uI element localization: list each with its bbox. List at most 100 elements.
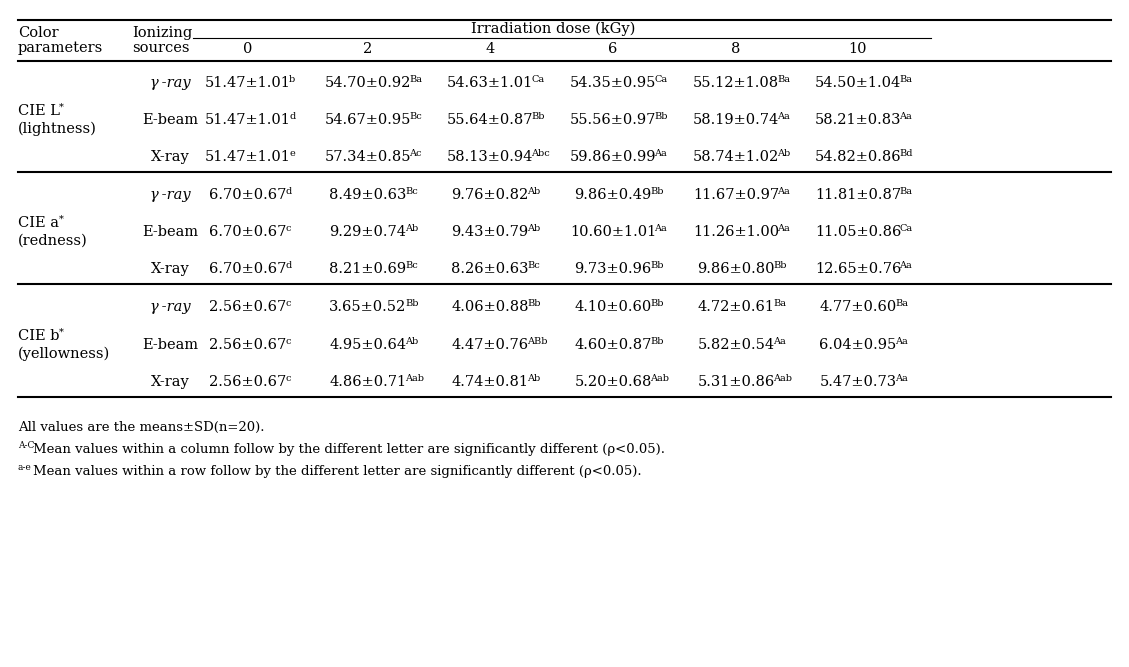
Text: 8.49±0.63: 8.49±0.63 [330,188,406,202]
Text: a-e: a-e [18,462,32,472]
Text: Ca: Ca [531,75,544,84]
Text: *: * [59,327,64,336]
Text: X-ray: X-ray [150,262,190,276]
Text: 9.29±0.74: 9.29±0.74 [330,225,406,239]
Text: Abc: Abc [531,149,550,158]
Text: Aab: Aab [773,374,793,383]
Text: 2.56±0.67: 2.56±0.67 [209,375,287,389]
Text: Ba: Ba [409,75,422,84]
Text: Aa: Aa [895,374,908,383]
Text: (yellowness): (yellowness) [18,346,111,361]
Text: E-beam: E-beam [142,113,198,127]
Text: 11.67±0.97: 11.67±0.97 [693,188,779,202]
Text: 58.74±1.02: 58.74±1.02 [693,150,779,164]
Text: 11.26±1.00: 11.26±1.00 [693,225,779,239]
Text: 54.82±0.86: 54.82±0.86 [815,150,901,164]
Text: Aab: Aab [650,374,669,383]
Text: 58.19±0.74: 58.19±0.74 [693,113,779,127]
Text: c: c [286,224,290,233]
Text: 5.82±0.54: 5.82±0.54 [698,338,774,352]
Text: 2.56±0.67: 2.56±0.67 [209,338,287,352]
Text: 51.47±1.01: 51.47±1.01 [205,150,291,164]
Text: 11.81±0.87: 11.81±0.87 [815,188,901,202]
Text: 55.12±1.08: 55.12±1.08 [693,76,779,90]
Text: 6.70±0.67: 6.70±0.67 [209,262,287,276]
Text: Bc: Bc [527,261,540,270]
Text: 55.56±0.97: 55.56±0.97 [570,113,656,127]
Text: Ba: Ba [899,75,912,84]
Text: 4: 4 [485,42,495,56]
Text: Ba: Ba [899,187,912,196]
Text: Ba: Ba [895,299,908,308]
Text: 4.06±0.88: 4.06±0.88 [452,300,528,314]
Text: 51.47±1.01: 51.47±1.01 [205,113,291,127]
Text: 58.13±0.94: 58.13±0.94 [447,150,533,164]
Text: 4.77±0.60: 4.77±0.60 [820,300,896,314]
Text: 4.72±0.61: 4.72±0.61 [698,300,774,314]
Text: 51.47±1.01: 51.47±1.01 [205,76,291,90]
Text: Aa: Aa [777,224,790,233]
Text: Aa: Aa [899,261,912,270]
Text: 11.05±0.86: 11.05±0.86 [815,225,901,239]
Text: Bb: Bb [654,112,667,121]
Text: 5.31±0.86: 5.31±0.86 [698,375,774,389]
Text: Ab: Ab [527,374,541,383]
Text: 4.95±0.64: 4.95±0.64 [330,338,406,352]
Text: c: c [286,299,290,308]
Text: 59.86±0.99: 59.86±0.99 [570,150,656,164]
Text: Bc: Bc [405,187,418,196]
Text: e: e [289,149,295,158]
Text: Aa: Aa [899,112,912,121]
Text: Irradiation dose (kGy): Irradiation dose (kGy) [471,22,636,36]
Text: Ab: Ab [777,149,790,158]
Text: b: b [289,75,296,84]
Text: Mean values within a row follow by the different letter are significantly differ: Mean values within a row follow by the d… [33,464,641,478]
Text: parameters: parameters [18,41,103,55]
Text: 3.65±0.52: 3.65±0.52 [330,300,406,314]
Text: γ -ray: γ -ray [150,300,191,314]
Text: 4.10±0.60: 4.10±0.60 [575,300,651,314]
Text: d: d [286,261,291,270]
Text: Bb: Bb [405,299,419,308]
Text: 54.63±1.01: 54.63±1.01 [447,76,533,90]
Text: Bc: Bc [405,261,418,270]
Text: 5.47±0.73: 5.47±0.73 [820,375,896,389]
Text: Aa: Aa [777,112,790,121]
Text: Ba: Ba [773,299,786,308]
Text: 6.70±0.67: 6.70±0.67 [209,225,287,239]
Text: Ionizing: Ionizing [132,26,192,40]
Text: Ab: Ab [527,187,541,196]
Text: (redness): (redness) [18,234,88,248]
Text: 8.21±0.69: 8.21±0.69 [330,262,406,276]
Text: *: * [59,103,64,112]
Text: 4.47±0.76: 4.47±0.76 [452,338,528,352]
Text: 54.70±0.92: 54.70±0.92 [325,76,411,90]
Text: Bb: Bb [527,299,541,308]
Text: (lightness): (lightness) [18,122,97,136]
Text: Ac: Ac [409,149,421,158]
Text: 4.86±0.71: 4.86±0.71 [330,375,406,389]
Text: 8.26±0.63: 8.26±0.63 [452,262,528,276]
Text: 8: 8 [732,42,741,56]
Text: 6.70±0.67: 6.70±0.67 [209,188,287,202]
Text: 54.67±0.95: 54.67±0.95 [325,113,411,127]
Text: Bc: Bc [409,112,422,121]
Text: ABb: ABb [527,337,548,346]
Text: 57.34±0.85: 57.34±0.85 [325,150,411,164]
Text: Ca: Ca [899,224,912,233]
Text: Aa: Aa [773,337,786,346]
Text: d: d [289,112,296,121]
Text: All values are the means±SD(n=20).: All values are the means±SD(n=20). [18,420,264,434]
Text: 6: 6 [609,42,618,56]
Text: 2.56±0.67: 2.56±0.67 [209,300,287,314]
Text: Aa: Aa [895,337,908,346]
Text: Bb: Bb [650,187,664,196]
Text: Bb: Bb [650,337,664,346]
Text: 55.64±0.87: 55.64±0.87 [447,113,533,127]
Text: CIE a: CIE a [18,216,59,230]
Text: Ab: Ab [405,337,419,346]
Text: d: d [286,187,291,196]
Text: CIE b: CIE b [18,329,60,342]
Text: γ -ray: γ -ray [150,76,191,90]
Text: CIE L: CIE L [18,104,60,118]
